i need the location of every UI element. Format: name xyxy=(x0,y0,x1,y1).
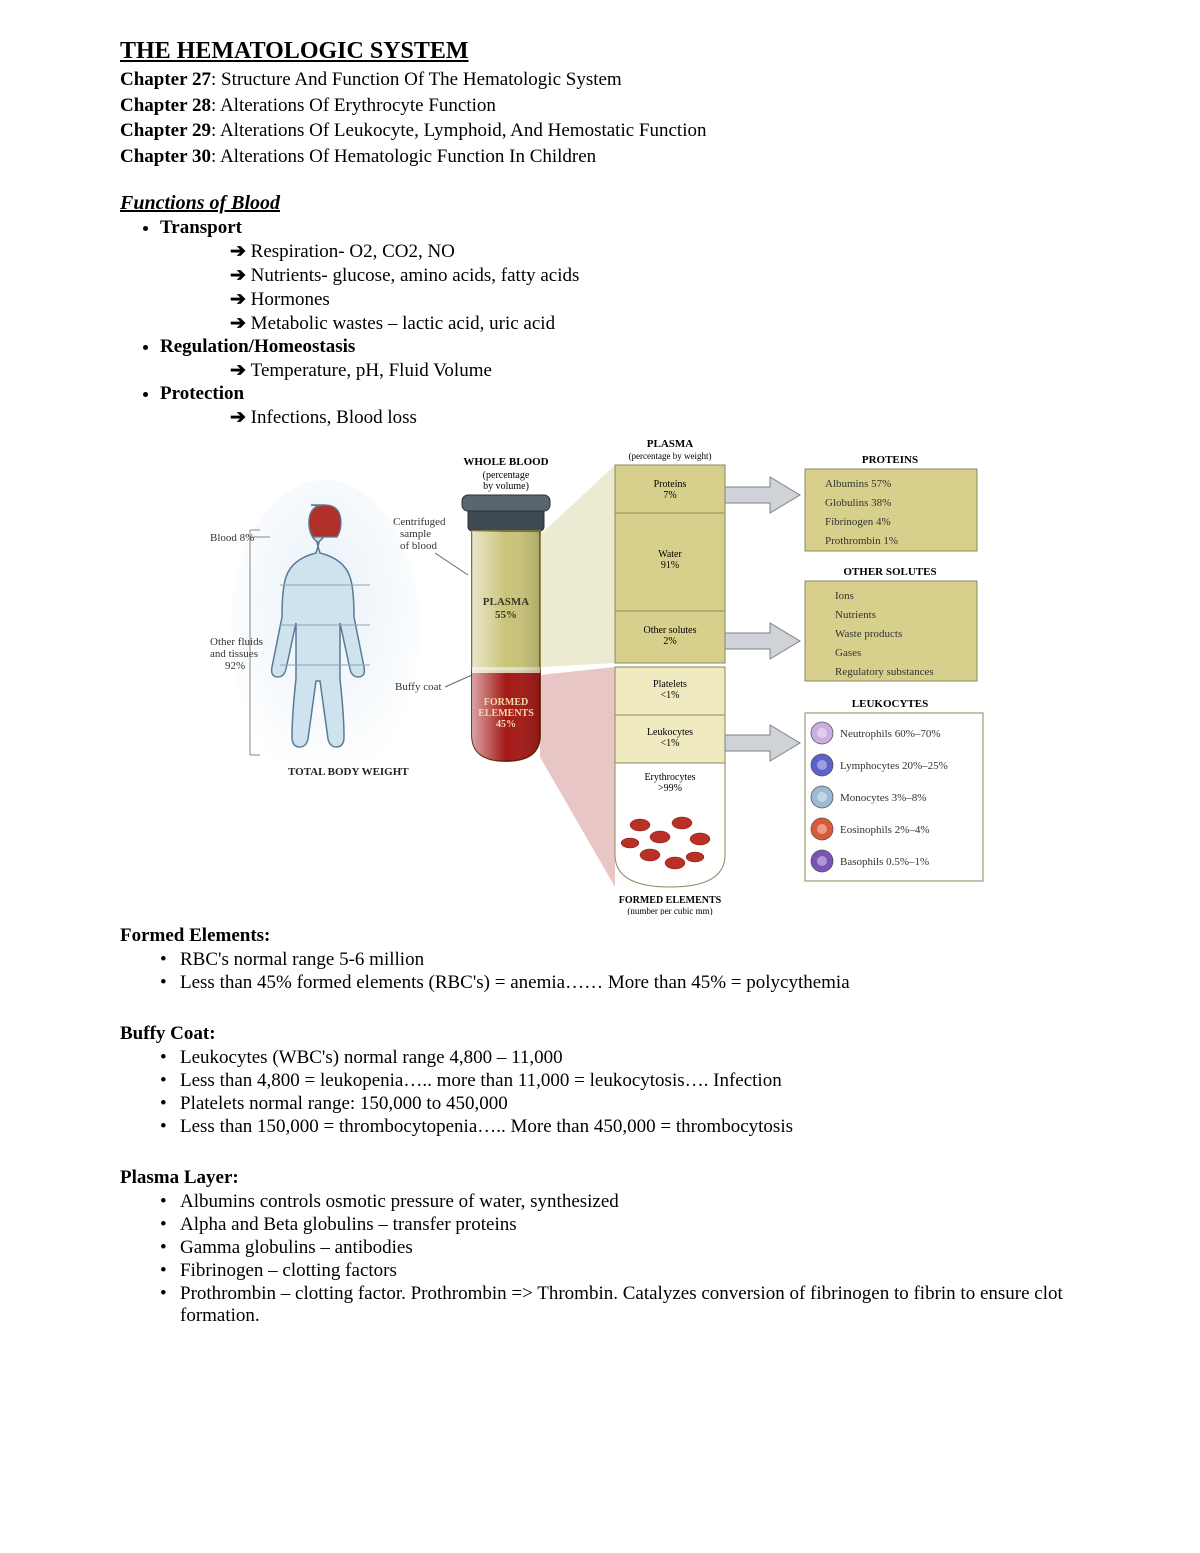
svg-text:WHOLE BLOOD: WHOLE BLOOD xyxy=(463,456,548,468)
svg-text:(percentage: (percentage xyxy=(483,470,530,481)
svg-text:Centrifugedsampleof blood: Centrifugedsampleof blood xyxy=(393,516,446,552)
svg-text:FORMED ELEMENTS: FORMED ELEMENTS xyxy=(619,895,722,906)
section-item: Prothrombin – clotting factor. Prothromb… xyxy=(160,1283,1080,1327)
page-title: THE HEMATOLOGIC SYSTEM xyxy=(120,38,1080,65)
blood-composition-diagram: Blood 8% Other fluidsand tissues92% TOTA… xyxy=(120,435,1080,915)
svg-text:Eosinophils 2%–4%: Eosinophils 2%–4% xyxy=(840,824,930,836)
section-title: Formed Elements: xyxy=(120,925,1080,947)
svg-text:(percentage by weight): (percentage by weight) xyxy=(629,451,712,461)
svg-text:Monocytes 3%–8%: Monocytes 3%–8% xyxy=(840,792,926,804)
function-category: ProtectionInfections, Blood loss xyxy=(160,383,1080,429)
test-tube: PLASMA55% FORMEDELEMENTS45% xyxy=(462,495,550,761)
section-item: Leukocytes (WBC's) normal range 4,800 – … xyxy=(160,1047,1080,1069)
functions-header: Functions of Blood xyxy=(120,192,1080,215)
section-item: Less than 150,000 = thrombocytopenia….. … xyxy=(160,1116,1080,1138)
function-category: Regulation/HomeostasisTemperature, pH, F… xyxy=(160,336,1080,382)
human-body xyxy=(230,480,420,780)
svg-text:Neutrophils 60%–70%: Neutrophils 60%–70% xyxy=(840,728,941,740)
svg-text:LEUKOCYTES: LEUKOCYTES xyxy=(852,698,928,710)
svg-text:PLASMA: PLASMA xyxy=(647,438,694,450)
chapter-line: Chapter 27: Structure And Function Of Th… xyxy=(120,67,1080,93)
section-item: RBC's normal range 5-6 million xyxy=(160,949,1080,971)
svg-text:Basophils 0.5%–1%: Basophils 0.5%–1% xyxy=(840,856,929,868)
section-item: Alpha and Beta globulins – transfer prot… xyxy=(160,1214,1080,1236)
section-item: Less than 45% formed elements (RBC's) = … xyxy=(160,972,1080,994)
function-item: Metabolic wastes – lactic acid, uric aci… xyxy=(230,312,1080,335)
svg-text:Buffy coat: Buffy coat xyxy=(395,681,442,693)
function-item: Nutrients- glucose, amino acids, fatty a… xyxy=(230,264,1080,287)
svg-text:Lymphocytes 20%–25%: Lymphocytes 20%–25% xyxy=(840,760,948,772)
svg-text:(number per cubic mm): (number per cubic mm) xyxy=(627,906,712,915)
chapter-line: Chapter 29: Alterations Of Leukocyte, Ly… xyxy=(120,118,1080,144)
svg-text:PROTEINS: PROTEINS xyxy=(862,454,918,466)
function-item: Infections, Blood loss xyxy=(230,406,1080,429)
function-item: Hormones xyxy=(230,288,1080,311)
svg-text:by volume): by volume) xyxy=(483,481,529,492)
formed-column: Platelets<1% Leukocytes<1% Erythrocytes>… xyxy=(615,667,725,887)
section-item: Albumins controls osmotic pressure of wa… xyxy=(160,1191,1080,1213)
function-category: TransportRespiration- O2, CO2, NONutrien… xyxy=(160,217,1080,335)
svg-text:TOTAL BODY WEIGHT: TOTAL BODY WEIGHT xyxy=(288,766,409,778)
function-item: Temperature, pH, Fluid Volume xyxy=(230,359,1080,382)
section-item: Platelets normal range: 150,000 to 450,0… xyxy=(160,1093,1080,1115)
chapter-line: Chapter 30: Alterations Of Hematologic F… xyxy=(120,144,1080,170)
section-item: Gamma globulins – antibodies xyxy=(160,1237,1080,1259)
section-item: Less than 4,800 = leukopenia….. more tha… xyxy=(160,1070,1080,1092)
svg-text:OTHER SOLUTES: OTHER SOLUTES xyxy=(843,566,936,578)
section-title: Buffy Coat: xyxy=(120,1023,1080,1045)
section-title: Plasma Layer: xyxy=(120,1167,1080,1189)
chapter-line: Chapter 28: Alterations Of Erythrocyte F… xyxy=(120,93,1080,119)
function-item: Respiration- O2, CO2, NO xyxy=(230,240,1080,263)
svg-text:Water91%: Water91% xyxy=(658,549,682,571)
plasma-column: Proteins7% Water91% Other solutes2% xyxy=(615,465,725,663)
blood-8-label: Blood 8% xyxy=(210,532,254,544)
section-item: Fibrinogen – clotting factors xyxy=(160,1260,1080,1282)
